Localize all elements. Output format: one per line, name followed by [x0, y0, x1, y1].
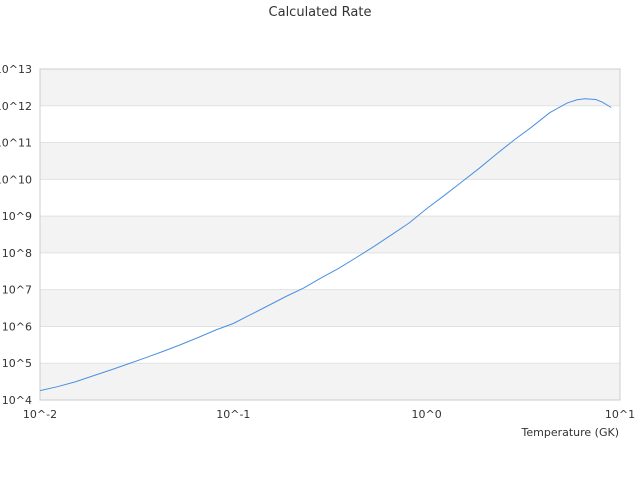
y-tick-label: 10^5 [2, 357, 32, 370]
y-tick-label: 10^11 [0, 137, 32, 150]
grid-band [40, 363, 620, 400]
grid-band [40, 216, 620, 253]
y-tick-label: 10^10 [0, 173, 32, 186]
y-tick-label: 10^8 [2, 247, 32, 260]
series-layer [39, 98, 612, 392]
x-tick-label: 10^0 [412, 408, 442, 421]
x-tick-label: 10^-1 [216, 408, 250, 421]
y-tick-label: 10^6 [2, 320, 32, 333]
grid-band [40, 69, 620, 106]
grid-band [40, 289, 620, 327]
grid-bands [40, 69, 620, 400]
x-tick-label: 10^-2 [23, 408, 57, 421]
y-tick-label: 10^12 [0, 100, 32, 113]
plot-frame [39, 68, 621, 401]
y-tick-label: 10^13 [0, 63, 32, 76]
x-tick-label: 10^1 [605, 408, 635, 421]
x-axis-label: Temperature (GK) [521, 426, 620, 439]
y-tick-labels: 10^4 10^5 10^6 10^7 10^8 10^9 10^10 10^11 10^12 1… [0, 63, 32, 407]
y-tick-label: 10^7 [2, 284, 32, 297]
y-tick-label: 10^4 [2, 394, 32, 407]
y-tick-label: 10^9 [2, 210, 32, 223]
grid-band [40, 142, 620, 180]
x-tick-labels: 10^-2 10^-1 10^0 10^1 [23, 408, 635, 421]
chart-title: Calculated Rate [269, 5, 372, 20]
series-line [39, 98, 612, 392]
